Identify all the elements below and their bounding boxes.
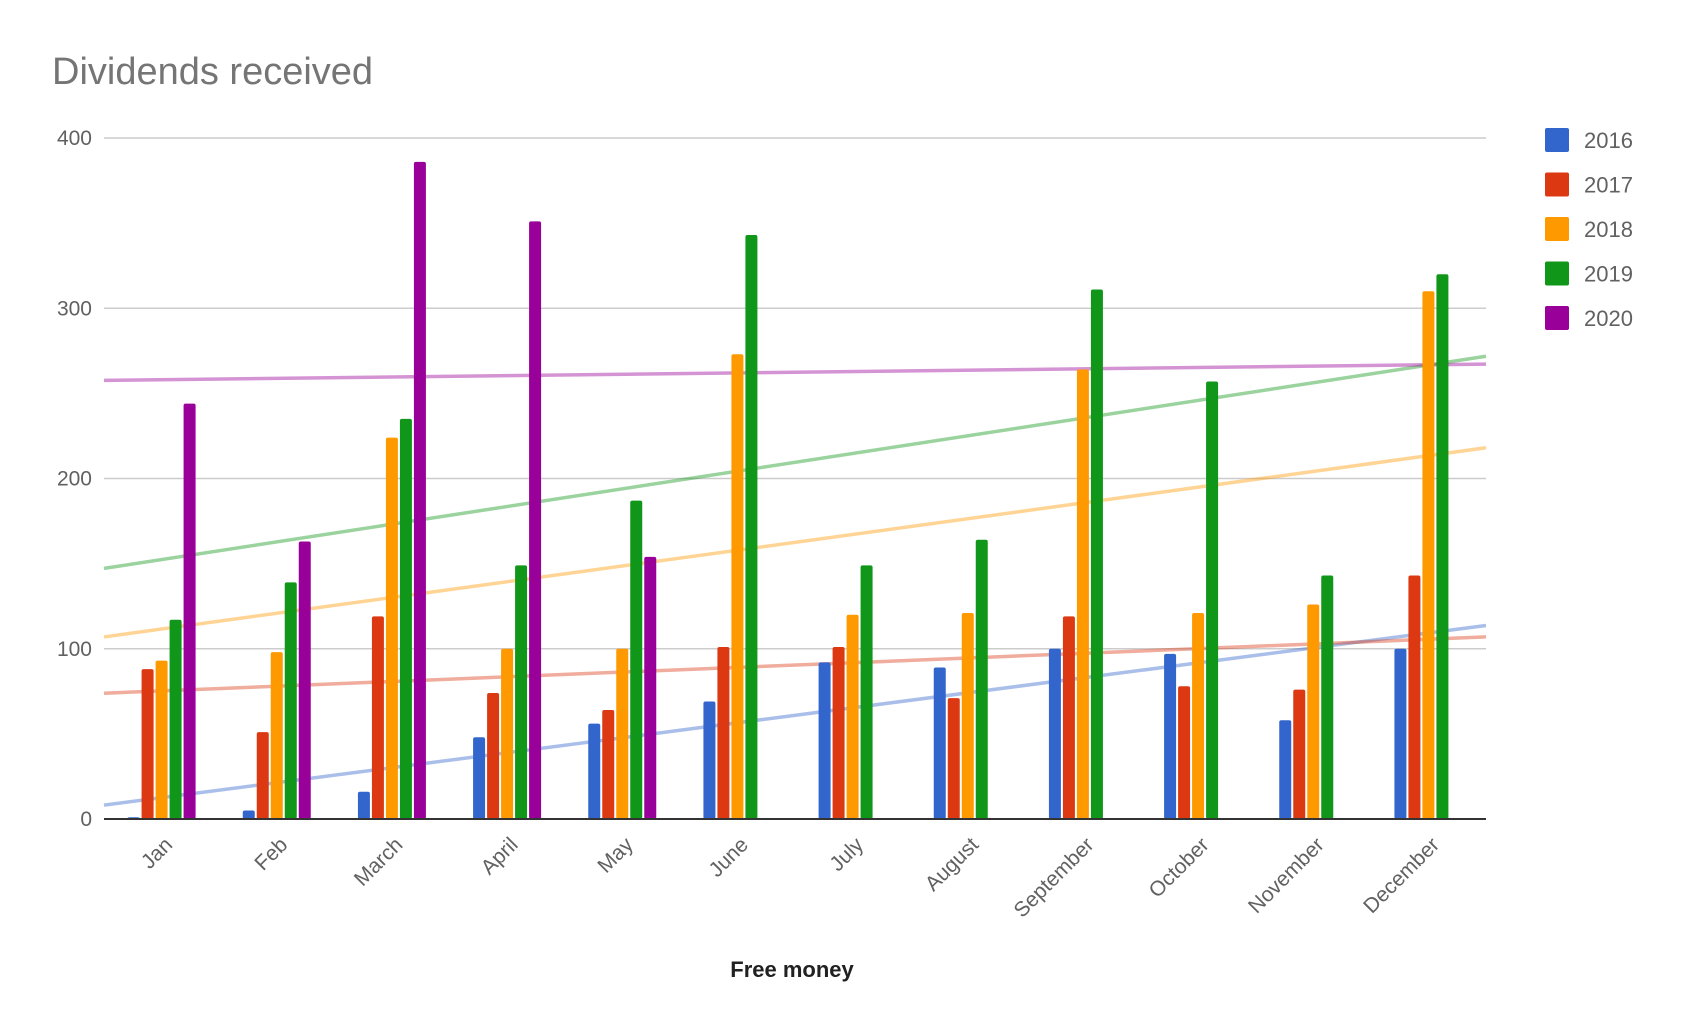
bar-2016-October — [1164, 653, 1177, 819]
bar-2018-June — [731, 354, 744, 819]
bar-2018-May — [616, 648, 629, 819]
bar-2020-Feb — [298, 541, 311, 819]
bar-2018-November — [1307, 604, 1320, 819]
bar-2019-May — [630, 500, 643, 819]
bar-2020-April — [529, 221, 542, 820]
x-tick-label: Jan — [137, 833, 177, 873]
chart-title: Dividends received — [52, 51, 373, 93]
x-tick-label: December — [1359, 833, 1444, 918]
bar-2017-Feb — [256, 732, 269, 819]
legend-swatch-2019 — [1545, 261, 1569, 286]
trendline-2020 — [103, 362, 1487, 383]
bar-2019-October — [1206, 381, 1219, 819]
legend-label: 2018 — [1584, 217, 1633, 242]
bar-2017-August — [947, 698, 960, 819]
bar-2017-November — [1293, 689, 1306, 819]
legend-label: 2020 — [1584, 306, 1633, 331]
bar-2017-December — [1408, 575, 1421, 819]
legend-label: 2019 — [1584, 262, 1633, 287]
bar-2019-Jan — [169, 619, 182, 819]
bar-2016-September — [1048, 648, 1061, 819]
bar-2018-August — [961, 612, 974, 819]
bar-2020-March — [413, 161, 426, 819]
bar-2016-December — [1394, 648, 1407, 819]
bar-2016-May — [588, 723, 601, 819]
bar-2017-October — [1178, 686, 1191, 819]
legend-swatch-2020 — [1545, 306, 1569, 330]
x-tick-label: September — [1010, 833, 1099, 922]
bar-2018-October — [1192, 612, 1205, 819]
trendline-2017 — [103, 635, 1487, 695]
bar-2016-April — [473, 737, 486, 819]
bar-2020-May — [644, 556, 657, 819]
bar-2017-September — [1062, 616, 1075, 819]
x-tick-label: April — [477, 833, 523, 879]
x-tick-label: Feb — [250, 833, 292, 875]
bar-2016-June — [703, 701, 716, 819]
bar-2019-September — [1090, 289, 1103, 820]
y-tick-label: 200 — [57, 468, 92, 491]
y-tick-label: 0 — [80, 808, 92, 831]
x-tick-label: October — [1145, 833, 1214, 902]
bar-2019-July — [860, 565, 873, 819]
bar-2019-April — [515, 565, 528, 819]
bar-2017-July — [832, 647, 845, 819]
bar-2019-Feb — [284, 582, 297, 819]
x-tick-label: March — [350, 833, 408, 891]
bar-2019-December — [1436, 274, 1449, 819]
bar-2018-Jan — [155, 660, 168, 819]
legend-swatch-2016 — [1545, 128, 1569, 152]
y-tick-label: 400 — [57, 127, 92, 150]
bar-2016-August — [933, 667, 946, 819]
legend-swatch-2018 — [1545, 217, 1569, 241]
bar-2017-May — [602, 710, 615, 819]
x-tick-label: May — [593, 833, 638, 878]
bar-2018-Feb — [270, 652, 283, 819]
bar-2019-June — [745, 235, 758, 820]
bar-2019-August — [975, 539, 988, 819]
legend: 2016 2017 2018 2019 2020 — [1545, 128, 1633, 331]
bar-2018-September — [1076, 369, 1089, 819]
bar-2018-July — [846, 614, 859, 819]
bar-2016-July — [818, 662, 831, 819]
trendline-2019 — [103, 354, 1487, 571]
bar-2016-Feb — [242, 810, 255, 819]
bar-2019-March — [399, 418, 412, 819]
bar-2017-Jan — [141, 669, 154, 819]
y-tick-label: 300 — [57, 297, 92, 320]
x-tick-label: August — [921, 833, 984, 896]
legend-label: 2016 — [1584, 128, 1633, 153]
bar-2016-November — [1279, 720, 1292, 819]
legend-swatch-2017 — [1545, 172, 1569, 197]
bar-2018-March — [385, 437, 398, 819]
trendline-2018 — [103, 446, 1487, 639]
x-tick-label: June — [704, 833, 752, 881]
bar-2017-April — [487, 693, 500, 819]
bar-2017-June — [717, 647, 730, 819]
gridlines: 0 100 200 300 400 — [57, 127, 1486, 831]
bars — [127, 161, 1449, 820]
bar-2019-November — [1321, 575, 1334, 819]
bar-2018-April — [501, 648, 514, 819]
bar-2020-Jan — [183, 403, 196, 819]
trendline-2016 — [103, 623, 1487, 807]
y-tick-label: 100 — [57, 638, 92, 661]
x-tick-label: November — [1244, 833, 1329, 918]
trendlines — [103, 354, 1487, 807]
x-axis-label: Free money — [730, 957, 854, 982]
bar-2017-March — [371, 616, 384, 819]
x-tick-label: July — [825, 833, 868, 876]
axes: Jan Feb March April May June July August Septemb… — [104, 818, 1486, 922]
bar-2016-March — [357, 791, 370, 819]
legend-label: 2017 — [1584, 173, 1633, 198]
bar-2018-December — [1422, 291, 1435, 820]
